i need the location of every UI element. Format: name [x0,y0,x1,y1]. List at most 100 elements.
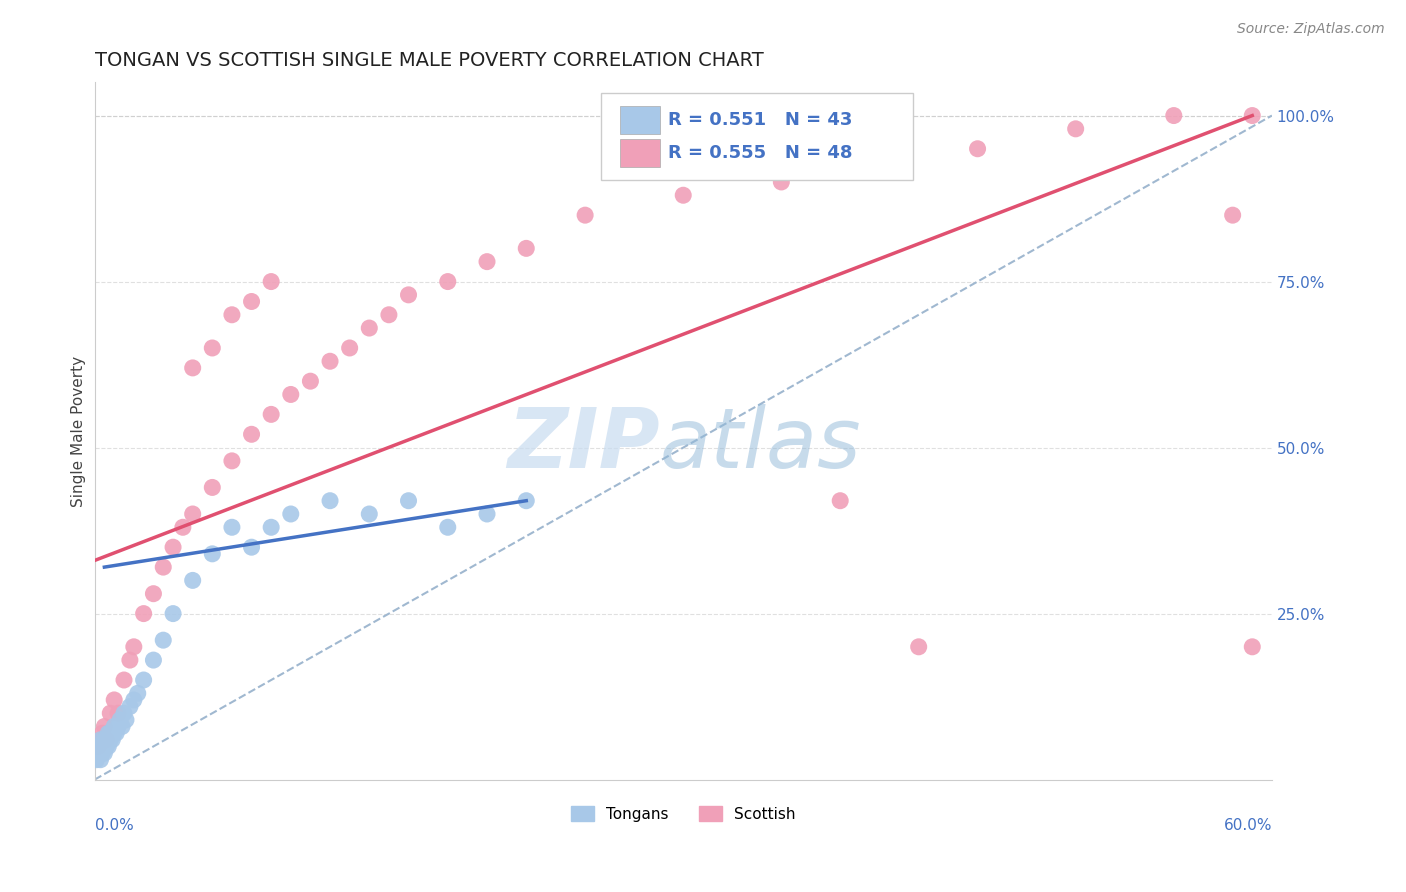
Point [91,739,114,754]
Point [672,188,695,202]
Point [339,341,361,355]
Point [359,321,381,335]
Point [152,633,174,648]
Point [101,732,124,747]
Point [1222,208,1244,222]
Point [260,275,283,289]
Point [103,719,125,733]
Point [162,607,184,621]
Text: R = 0.555   N = 48: R = 0.555 N = 48 [668,144,852,161]
Point [181,360,204,375]
Point [87,739,110,754]
Point [280,507,302,521]
Point [152,560,174,574]
Point [86,753,108,767]
Point [260,408,283,422]
Point [299,374,322,388]
FancyBboxPatch shape [620,106,659,134]
Point [112,673,135,687]
Point [115,713,138,727]
Point [118,699,141,714]
Point [436,275,458,289]
Point [1241,640,1264,654]
Point [221,308,243,322]
Point [515,493,537,508]
Point [770,175,793,189]
Point [260,520,283,534]
Point [105,726,128,740]
Point [87,746,110,760]
Point [111,719,134,733]
Point [98,732,121,747]
Point [93,732,115,747]
Point [221,454,243,468]
Point [98,706,121,721]
Point [201,341,224,355]
Point [118,653,141,667]
Point [89,732,111,747]
Text: R = 0.551   N = 43: R = 0.551 N = 43 [668,111,852,129]
Y-axis label: Single Male Poverty: Single Male Poverty [72,355,86,507]
FancyBboxPatch shape [620,139,659,167]
Point [127,686,149,700]
Point [97,739,120,754]
Point [475,254,498,268]
Point [319,354,342,368]
Point [1064,121,1087,136]
Point [515,241,537,255]
Point [87,739,110,754]
Point [89,732,111,747]
Point [172,520,194,534]
Point [240,427,263,442]
Point [112,706,135,721]
Legend: Tongans, Scottish: Tongans, Scottish [565,799,801,828]
Point [91,746,114,760]
Point [96,739,118,754]
Point [830,493,852,508]
Point [96,732,118,747]
Point [436,520,458,534]
Point [93,746,115,760]
Point [103,693,125,707]
Point [240,294,263,309]
Point [96,732,118,747]
Point [280,387,302,401]
Point [142,653,165,667]
Point [398,288,420,302]
Point [107,719,129,733]
Point [1163,109,1185,123]
Point [1241,109,1264,123]
Point [98,726,121,740]
Point [966,142,988,156]
Point [398,493,420,508]
Point [132,607,155,621]
Point [378,308,401,322]
Point [201,547,224,561]
Point [869,161,891,176]
Text: 60.0%: 60.0% [1223,818,1272,833]
Text: TONGAN VS SCOTTISH SINGLE MALE POVERTY CORRELATION CHART: TONGAN VS SCOTTISH SINGLE MALE POVERTY C… [94,51,763,70]
Point [122,693,145,707]
Point [97,726,120,740]
FancyBboxPatch shape [600,93,912,180]
Point [93,719,115,733]
Point [240,540,263,554]
Point [122,640,145,654]
Point [319,493,342,508]
Point [132,673,155,687]
Point [162,540,184,554]
Point [574,208,596,222]
Point [475,507,498,521]
Point [359,507,381,521]
Point [91,726,114,740]
Text: 0.0%: 0.0% [94,818,134,833]
Point [103,726,125,740]
Point [181,574,204,588]
Text: Source: ZipAtlas.com: Source: ZipAtlas.com [1237,22,1385,37]
Point [107,706,129,721]
Point [89,753,111,767]
Point [907,640,929,654]
Point [108,713,131,727]
Point [221,520,243,534]
Text: atlas: atlas [659,404,862,485]
